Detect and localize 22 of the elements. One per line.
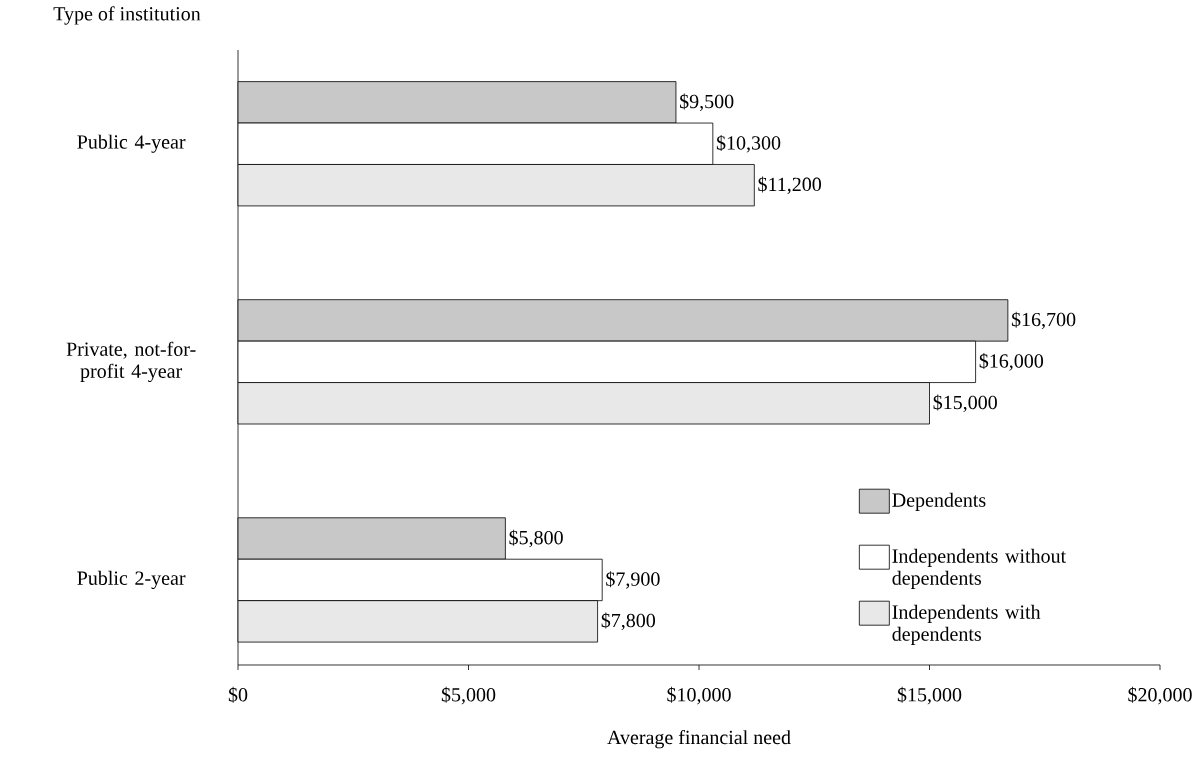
- legend-label: Dependents: [892, 492, 986, 511]
- y-tick-label: Public 2-year: [77, 570, 186, 590]
- data-label: $16,700: [1011, 311, 1076, 330]
- x-axis-title: Average financial need: [607, 729, 791, 749]
- data-label: $15,000: [933, 394, 997, 413]
- x-tick-label: $20,000: [1128, 686, 1192, 705]
- y-axis-title: Type of institution: [53, 6, 201, 25]
- data-label: $16,000: [979, 353, 1044, 371]
- legend-label: Independents without dependents: [892, 548, 1067, 589]
- legend-label: Independents with dependents: [892, 604, 1041, 645]
- data-label: $7,900: [606, 571, 660, 589]
- data-label: $7,800: [601, 612, 656, 631]
- data-label: $10,300: [716, 134, 781, 153]
- x-tick-label: $5,000: [441, 686, 496, 705]
- data-label: $5,800: [509, 529, 563, 548]
- data-label: $11,200: [758, 176, 822, 194]
- x-tick-label: $0: [228, 686, 248, 703]
- y-tick-label: Private, not-for-profit 4-year: [66, 341, 196, 383]
- y-tick-label: Public 4-year: [77, 134, 186, 153]
- x-tick-label: $15,000: [897, 686, 962, 705]
- x-tick-label: $10,000: [667, 686, 731, 705]
- data-label: $9,500: [680, 93, 734, 112]
